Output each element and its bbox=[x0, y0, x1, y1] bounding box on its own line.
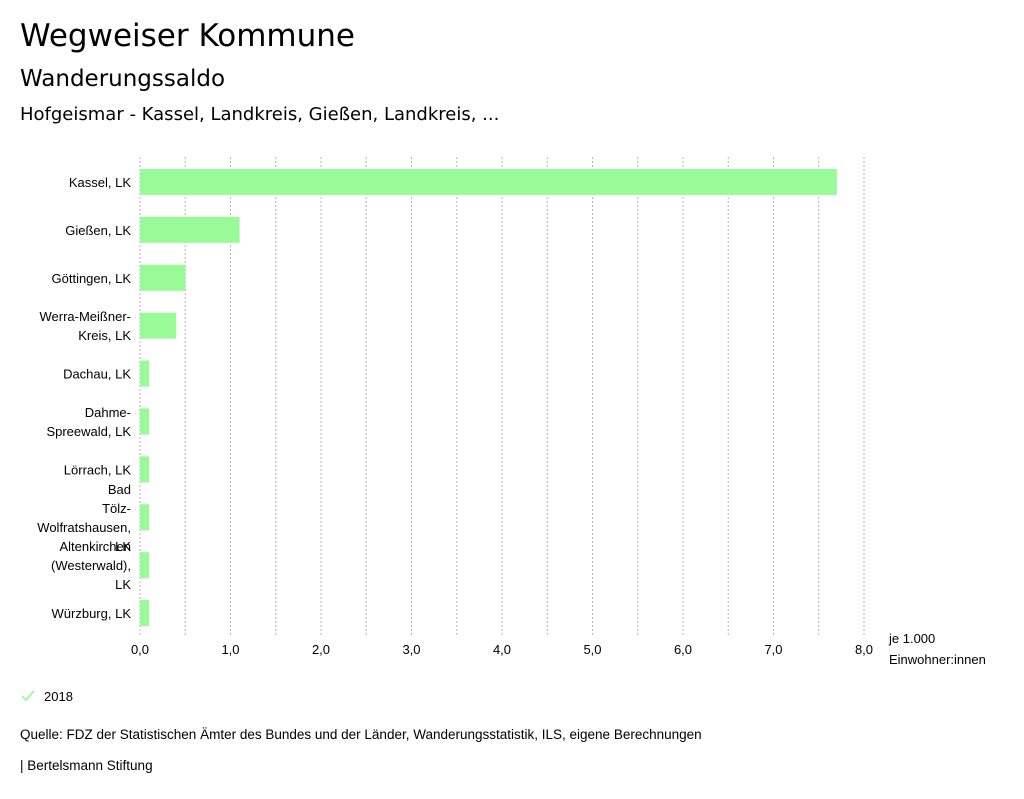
legend[interactable]: 2018 bbox=[20, 688, 73, 704]
category-label: Lörrach, LK bbox=[64, 462, 132, 477]
page-title: Wegweiser Kommune bbox=[20, 18, 355, 54]
category-label: Gießen, LK bbox=[65, 223, 131, 238]
category-label: Dachau, LK bbox=[63, 367, 131, 382]
x-tick-label: 0,0 bbox=[131, 642, 149, 657]
category-label: Kreis, LK bbox=[78, 328, 131, 343]
category-label: Kassel, LK bbox=[69, 175, 131, 190]
region-label: Hofgeismar - Kassel, Landkreis, Gießen, … bbox=[20, 104, 500, 125]
category-label: Würzburg, LK bbox=[52, 606, 132, 621]
category-label: LK bbox=[115, 577, 131, 592]
category-label: Werra-Meißner- bbox=[40, 309, 132, 324]
x-tick-label: 4,0 bbox=[493, 642, 511, 657]
x-unit-label: Einwohner:innen bbox=[889, 652, 986, 667]
bar-chart: 0,0 1,0 2,0 3,0 4,0 5,0 6,0 7,0 8,0 je 1.000 Einwo… bbox=[37, 157, 986, 667]
bar bbox=[140, 264, 186, 291]
category-label: Altenkirchen bbox=[59, 539, 131, 554]
bar bbox=[140, 216, 240, 243]
category-label: Tölz- bbox=[102, 501, 131, 516]
check-icon[interactable] bbox=[20, 688, 36, 704]
legend-label: 2018 bbox=[44, 688, 73, 704]
x-tick-label: 1,0 bbox=[221, 642, 239, 657]
bar bbox=[140, 408, 150, 435]
bar bbox=[140, 312, 177, 339]
x-tick-label: 6,0 bbox=[674, 642, 692, 657]
bar bbox=[140, 504, 150, 531]
category-label: Dahme- bbox=[85, 405, 131, 420]
category-label: Spreewald, LK bbox=[46, 424, 131, 439]
bar bbox=[140, 456, 150, 483]
category-label: Bad bbox=[108, 482, 131, 497]
category-label: Wolfratshausen, bbox=[37, 520, 131, 535]
source-note: Quelle: FDZ der Statistischen Ämter des … bbox=[20, 727, 702, 742]
bar bbox=[140, 552, 150, 579]
brand-note: | Bertelsmann Stiftung bbox=[20, 758, 153, 773]
x-tick-label: 5,0 bbox=[583, 642, 601, 657]
bar bbox=[140, 168, 837, 195]
x-tick-label: 8,0 bbox=[855, 642, 873, 657]
category-label: (Westerwald), bbox=[51, 558, 131, 573]
x-tick-label: 2,0 bbox=[312, 642, 330, 657]
bar bbox=[140, 360, 150, 387]
category-label: LK bbox=[115, 539, 131, 554]
chart-subtitle: Wanderungssaldo bbox=[20, 66, 226, 92]
bar bbox=[140, 600, 150, 627]
category-label: Göttingen, LK bbox=[52, 271, 132, 286]
x-unit-label: je 1.000 bbox=[888, 631, 935, 646]
x-tick-label: 7,0 bbox=[764, 642, 782, 657]
x-tick-label: 3,0 bbox=[402, 642, 420, 657]
